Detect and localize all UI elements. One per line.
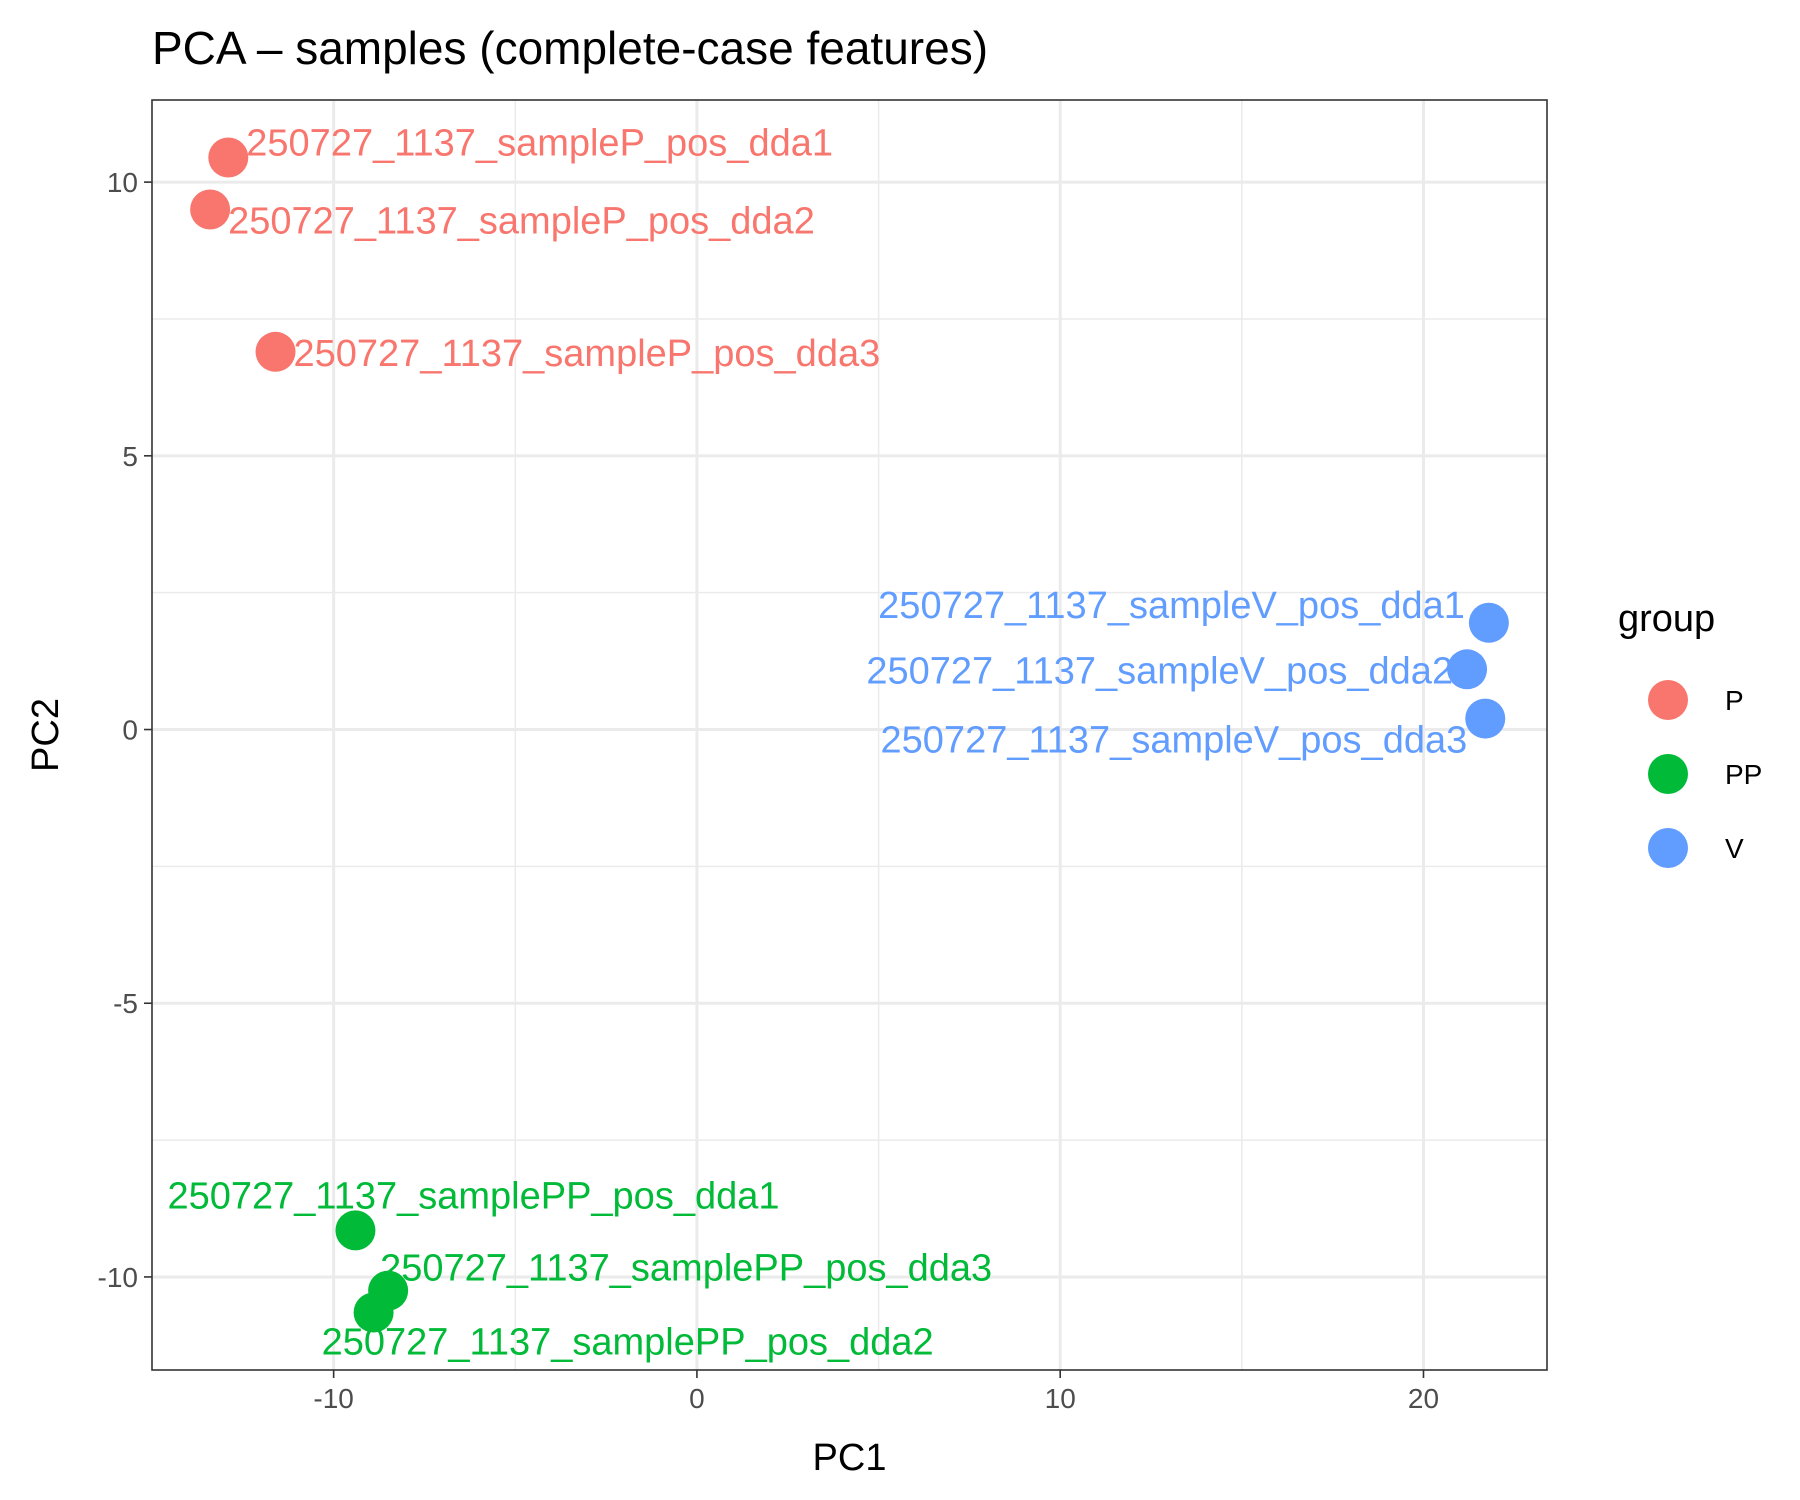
y-tick-label: 10 [107, 167, 138, 198]
point-labels: 250727_1137_sampleP_pos_dda1 250727_1137_… [167, 122, 1467, 1363]
point-label: 250727_1137_sampleV_pos_dda1 [878, 585, 1465, 627]
x-axis-title: PC1 [813, 1437, 887, 1479]
data-point-v [1465, 698, 1506, 739]
legend-key-pp [1648, 754, 1688, 794]
y-tick-label: 0 [122, 715, 138, 746]
y-tick-label: 5 [122, 441, 138, 472]
data-point-pp [368, 1270, 409, 1311]
legend-label: P [1725, 685, 1744, 716]
data-point-p [255, 331, 296, 372]
x-tick-label: -10 [313, 1383, 353, 1414]
x-tick-label: 10 [1045, 1383, 1076, 1414]
data-point-v [1468, 602, 1509, 643]
grid [152, 100, 1547, 1370]
point-label: 250727_1137_samplePP_pos_dda2 [322, 1322, 934, 1364]
point-label: 250727_1137_sampleP_pos_dda3 [294, 333, 881, 375]
point-label: 250727_1137_sampleV_pos_dda2 [866, 650, 1453, 692]
axis-ticks: -10 0 10 20 -10 -5 0 5 10 [98, 167, 1440, 1414]
legend-title: group [1618, 598, 1715, 640]
y-tick-label: -10 [98, 1262, 138, 1293]
x-tick-label: 0 [689, 1383, 705, 1414]
y-axis-title: PC2 [25, 698, 67, 772]
data-point-v [1447, 649, 1488, 690]
data-point-p [208, 137, 249, 178]
plot-panel [151, 99, 1548, 1371]
y-tick-label: -5 [113, 988, 138, 1019]
data-point-pp [335, 1210, 376, 1251]
x-tick-label: 20 [1408, 1383, 1439, 1414]
chart-title: PCA – samples (complete-case features) [152, 22, 988, 74]
point-label: 250727_1137_samplePP_pos_dda1 [167, 1175, 779, 1217]
point-label: 250727_1137_sampleP_pos_dda1 [246, 122, 833, 164]
legend-key-p [1648, 680, 1688, 720]
data-points [190, 137, 1509, 1333]
point-label: 250727_1137_sampleV_pos_dda3 [881, 720, 1468, 762]
legend-key-v [1648, 828, 1688, 868]
legend-label: PP [1725, 759, 1762, 790]
data-point-p [190, 189, 231, 230]
point-label: 250727_1137_samplePP_pos_dda3 [380, 1248, 992, 1290]
point-label: 250727_1137_sampleP_pos_dda2 [228, 200, 815, 242]
plot-background [152, 100, 1547, 1370]
legend-label: V [1725, 833, 1744, 864]
